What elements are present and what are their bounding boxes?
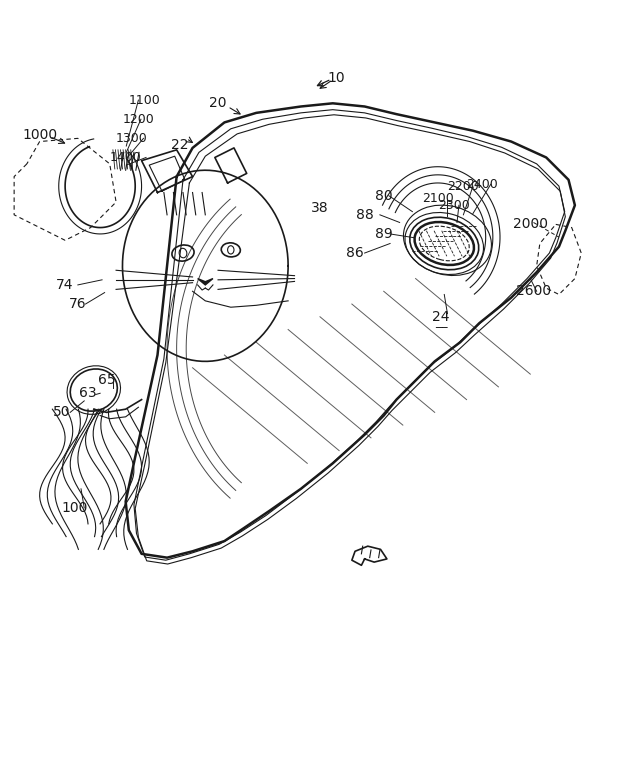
Text: 76: 76 (69, 297, 86, 311)
Polygon shape (198, 279, 213, 285)
Text: 74: 74 (56, 278, 74, 292)
Text: 100: 100 (61, 501, 88, 515)
Text: 89: 89 (375, 227, 392, 241)
Text: 63: 63 (79, 387, 96, 400)
Text: 88: 88 (356, 208, 374, 221)
Text: 50: 50 (53, 406, 70, 419)
Text: 1000: 1000 (22, 128, 57, 142)
Text: 2000: 2000 (513, 218, 548, 231)
Text: 86: 86 (346, 246, 364, 260)
Text: 1300: 1300 (116, 132, 148, 145)
Text: 38: 38 (311, 202, 329, 215)
Text: 1200: 1200 (122, 113, 154, 126)
Text: 2100: 2100 (422, 193, 454, 205)
Text: 10: 10 (327, 71, 345, 84)
Text: 1100: 1100 (129, 94, 161, 107)
Text: 20: 20 (209, 97, 227, 110)
Text: __: __ (435, 315, 447, 329)
Text: 2400: 2400 (467, 178, 499, 191)
Text: 2600: 2600 (516, 285, 551, 298)
Text: 65: 65 (98, 374, 115, 387)
Text: 2300: 2300 (438, 199, 470, 212)
Text: 1400: 1400 (110, 151, 141, 164)
Text: 2200: 2200 (447, 180, 479, 193)
Text: 80: 80 (375, 189, 392, 202)
Text: 22: 22 (171, 138, 189, 151)
Text: 24: 24 (433, 310, 450, 323)
